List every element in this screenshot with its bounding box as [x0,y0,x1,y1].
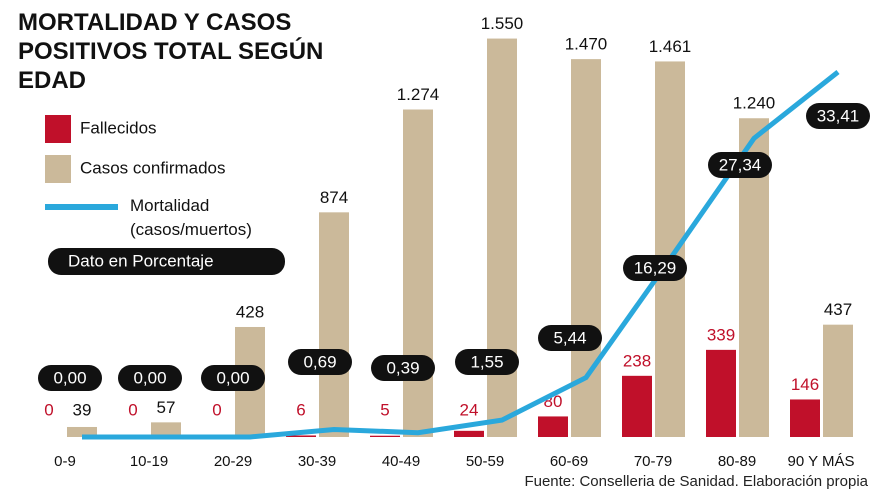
value-label: 0 [128,400,137,419]
value-pill [118,365,182,391]
bar [403,109,433,438]
value-label: 0,69 [303,352,336,371]
value-label: 874 [320,188,348,207]
legend-label: Mortalidad (casos/muertos) [130,196,252,239]
value-label: 146 [791,375,819,394]
value-label: 238 [623,351,651,370]
value-label: 6 [296,400,305,419]
value-pill [371,355,435,381]
x-tick-label: 0-9 [54,453,76,470]
bar [487,38,517,437]
bar [706,349,736,437]
value-pill [806,103,870,129]
value-label: 27,34 [719,155,762,174]
x-tick-label: 50-59 [466,453,504,470]
value-label: 57 [157,398,176,417]
value-label: 1.550 [481,14,524,33]
value-label: 5 [380,400,389,419]
bar [319,212,349,437]
note: Dato en Porcentaje [68,251,214,270]
value-label: 1.470 [565,35,608,54]
bar [67,426,97,437]
legend-label: Fallecidos [80,118,157,137]
value-label: 24 [460,400,479,419]
value-label: 0,00 [216,368,249,387]
bar [622,375,652,437]
bar [370,435,400,437]
x-tick-label: 30-39 [298,453,336,470]
value-label: 0,39 [386,358,419,377]
value-pill [38,365,102,391]
value-label: 1.274 [397,85,440,104]
bar [655,61,685,437]
value-label: 1.461 [649,37,692,56]
value-label: 339 [707,325,735,344]
legend-label: Casos confirmados [80,158,226,177]
value-pill [455,349,519,375]
legend-swatch [45,115,71,143]
x-tick-label: 20-29 [214,453,252,470]
x-tick-label: 90 Y MÁS [788,453,855,470]
legend-swatch [45,155,71,183]
value-label: 16,29 [634,258,677,277]
chart-title: MORTALIDAD Y CASOS POSITIVOS TOTAL SEGÚN… [18,9,324,94]
value-label: 5,44 [553,328,586,347]
bar [454,430,484,437]
value-label: 0,00 [133,368,166,387]
x-tick-label: 60-69 [550,453,588,470]
x-tick-label: 70-79 [634,453,672,470]
value-pill [538,325,602,351]
bar [823,324,853,437]
value-label: 39 [73,400,92,419]
value-label: 1.240 [733,94,776,113]
line [82,70,840,440]
value-pill [288,349,352,375]
bar [151,422,181,437]
value-label: 0 [212,400,221,419]
value-label: 437 [824,300,852,319]
value-label: 0,00 [53,368,86,387]
value-label: 0 [44,400,53,419]
value-label: 33,41 [817,106,860,125]
x-tick-label: 10-19 [130,453,168,470]
bar [286,435,316,437]
source: Fuente: Conselleria de Sanidad. Elaborac… [524,473,868,490]
x-tick-label: 80-89 [718,453,756,470]
value-pill [708,152,772,178]
value-label: 428 [236,302,264,321]
bar [538,416,568,437]
note-pill [48,248,285,275]
value-label: 1,55 [470,352,503,371]
value-pill [201,365,265,391]
value-pill [623,255,687,281]
x-tick-label: 40-49 [382,453,420,470]
bar [790,399,820,437]
